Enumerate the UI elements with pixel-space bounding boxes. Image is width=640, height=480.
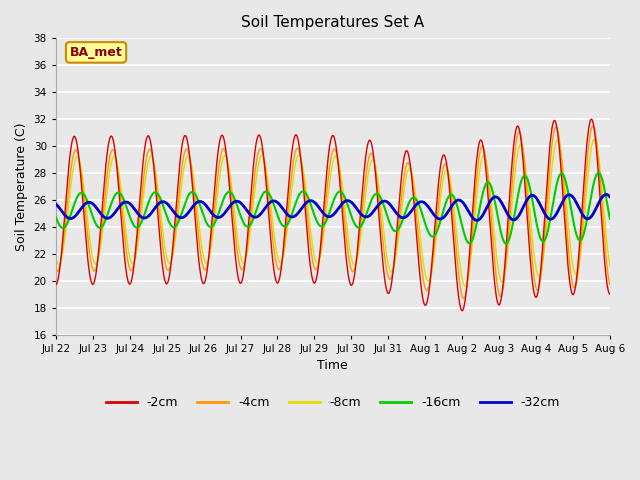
X-axis label: Time: Time (317, 359, 348, 372)
Y-axis label: Soil Temperature (C): Soil Temperature (C) (15, 122, 28, 251)
Legend: -2cm, -4cm, -8cm, -16cm, -32cm: -2cm, -4cm, -8cm, -16cm, -32cm (100, 391, 565, 414)
Title: Soil Temperatures Set A: Soil Temperatures Set A (241, 15, 424, 30)
Text: BA_met: BA_met (70, 46, 122, 59)
